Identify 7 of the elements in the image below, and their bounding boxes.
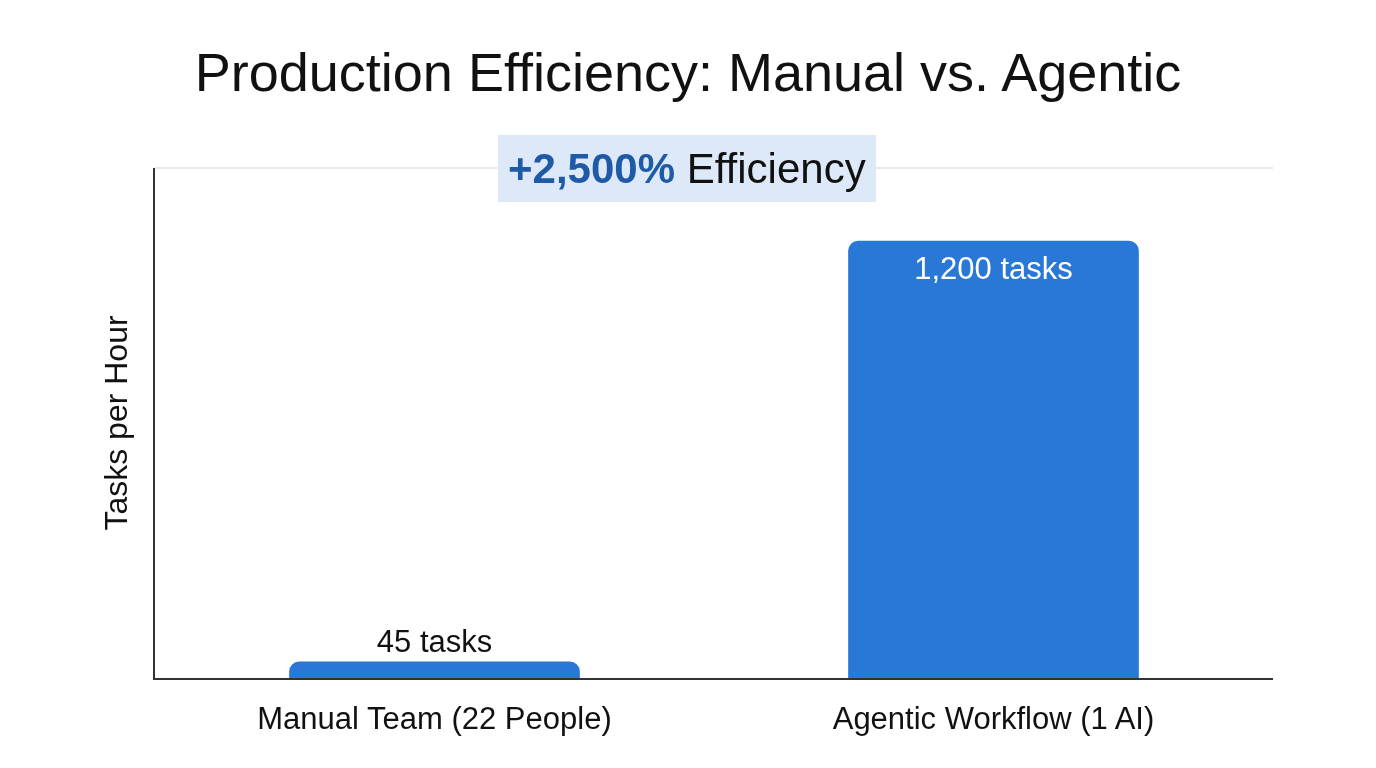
chart-title: Production Efficiency: Manual vs. Agentic — [194, 41, 1182, 102]
annotation: +2,500% Efficiency — [508, 145, 866, 192]
x-tick-label: Manual Team (22 People) — [257, 700, 612, 736]
data-label: 1,200 tasks — [914, 250, 1073, 286]
x-tick-label: Agentic Workflow (1 AI) — [832, 700, 1155, 736]
data-label: 45 tasks — [376, 623, 493, 659]
y-axis-title: Tasks per Hour — [98, 315, 135, 531]
